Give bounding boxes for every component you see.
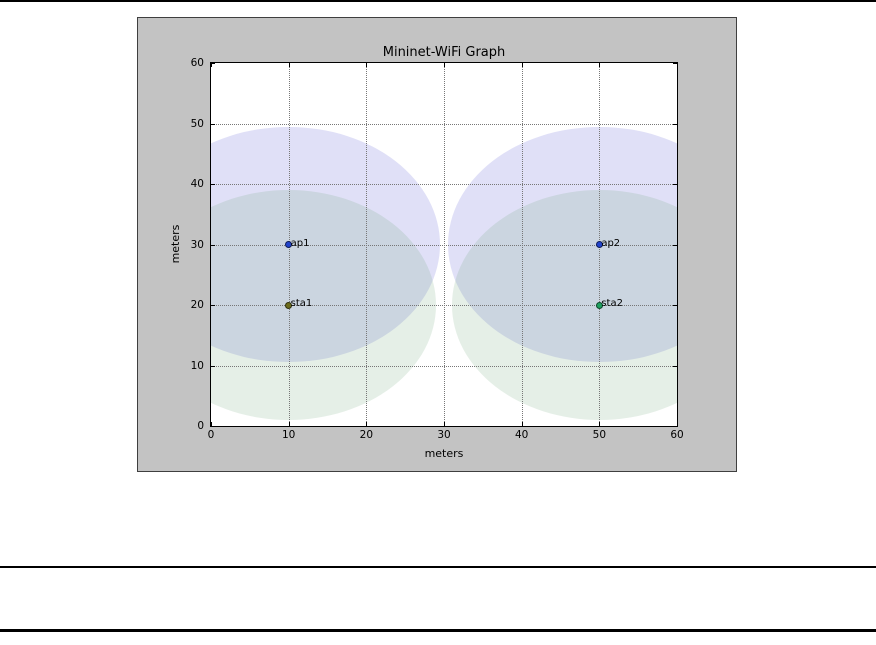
sta2-label: sta2 (601, 298, 623, 309)
y-tick-mark (211, 365, 215, 367)
y-tick-mark (673, 365, 677, 367)
gridline-horizontal (211, 184, 677, 185)
x-tick-mark (444, 63, 445, 67)
y-tick-mark (211, 305, 215, 306)
y-tick-mark (673, 184, 677, 185)
x-tick-mark (599, 63, 601, 67)
y-tick-label: 0 (197, 420, 204, 432)
y-tick-label: 40 (190, 178, 204, 190)
sta1-marker (285, 301, 293, 309)
y-tick-mark (673, 305, 677, 306)
x-tick-label: 50 (592, 429, 607, 441)
ap2-marker (595, 241, 603, 248)
sta1-label: sta1 (290, 298, 313, 309)
matplotlib-figure-window: Mininet-WiFi Graph ap1 ap2 sta1 sta2 0 10 20 3… (137, 17, 737, 472)
bottom-panel (0, 566, 876, 632)
x-axis-label: meters (424, 447, 464, 460)
x-tick-label: 60 (670, 429, 684, 441)
y-tick-mark (211, 63, 215, 64)
y-axis-label: meters (169, 224, 182, 264)
x-tick-label: 0 (207, 429, 215, 441)
gridline-horizontal (211, 305, 677, 306)
x-tick-label: 10 (281, 429, 296, 441)
gridline-horizontal (211, 123, 677, 125)
y-tick-mark (211, 123, 215, 125)
gridline-horizontal (211, 244, 677, 246)
plot-frame: ap1 ap2 sta1 sta2 0 10 20 30 40 50 60 0 10 20 30 40 50 6… (191, 57, 684, 441)
x-tick-mark (521, 422, 523, 426)
y-tick-label: 10 (190, 359, 204, 372)
ap1-label: ap1 (290, 237, 310, 249)
y-tick-label: 50 (190, 117, 204, 130)
x-tick-mark (366, 63, 368, 67)
ap1-marker (285, 241, 293, 248)
x-tick-mark (444, 422, 445, 426)
x-tick-label: 20 (359, 429, 374, 441)
y-tick-label: 20 (190, 299, 204, 311)
y-tick-mark (211, 184, 215, 185)
y-tick-mark (673, 123, 677, 125)
y-tick-label: 60 (190, 57, 204, 69)
y-tick-mark (211, 244, 215, 246)
ap2-range-circle (447, 126, 677, 363)
x-tick-mark (599, 422, 601, 426)
top-border-line (0, 0, 876, 2)
y-tick-label: 30 (190, 238, 204, 251)
x-tick-mark (521, 63, 523, 67)
x-tick-label: 40 (514, 429, 529, 441)
ap2-label: ap2 (601, 237, 621, 249)
y-tick-mark (673, 244, 677, 246)
x-tick-label: 30 (437, 429, 451, 441)
chart-title: Mininet-WiFi Graph (382, 45, 506, 60)
plot-area: ap1 ap2 sta1 sta2 (211, 63, 677, 426)
x-tick-mark (288, 422, 290, 426)
sta2-marker (595, 301, 603, 309)
x-tick-mark (211, 422, 212, 426)
sta2-range-circle (451, 190, 677, 420)
x-tick-mark (288, 63, 290, 67)
gridline-horizontal (211, 365, 677, 367)
x-tick-mark (211, 63, 212, 67)
y-tick-mark (673, 63, 677, 64)
x-tick-mark (366, 422, 368, 426)
